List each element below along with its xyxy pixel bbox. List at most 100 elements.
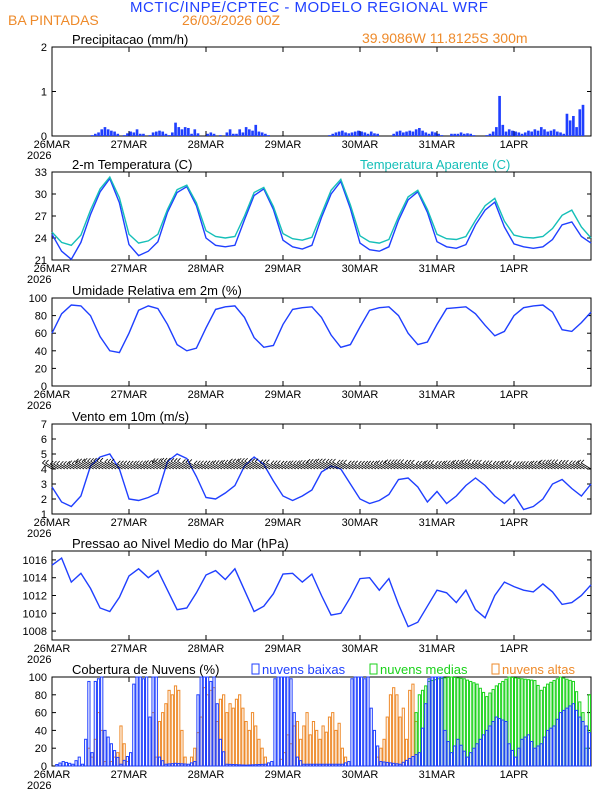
wind-barb-flag xyxy=(387,459,392,463)
wind-barb-flag xyxy=(306,458,311,463)
cloud-bar-low xyxy=(295,756,300,767)
wind-barb-flag xyxy=(501,460,506,464)
temp-y-tick-label: 21 xyxy=(35,255,47,267)
wind-barb xyxy=(306,461,319,470)
cloud-bar-low xyxy=(177,763,181,767)
wind-x-tick-label: 29MAR xyxy=(265,517,302,529)
rh-x-year-label: 2026 xyxy=(27,400,51,412)
cloud-bar-low xyxy=(292,712,296,767)
wind-barb-flag xyxy=(104,458,108,463)
precip-bar xyxy=(552,129,556,136)
cloud-bar-low xyxy=(305,763,309,767)
wind-barb xyxy=(400,462,412,470)
cloud-bar-low xyxy=(202,676,207,767)
wind-barb xyxy=(212,463,223,470)
pressure-x-tick-label: 27MAR xyxy=(111,643,148,655)
wind-barb-flag xyxy=(237,457,242,462)
cloud-bar-high xyxy=(119,725,123,767)
precip-bar xyxy=(187,127,190,136)
cloud-bar-medium xyxy=(465,679,470,767)
precip-x-tick-label: 28MAR xyxy=(188,139,225,151)
temp-x-tick-label: 30MAR xyxy=(342,263,379,275)
wind-barb-flag xyxy=(534,460,538,465)
cloud-bar-low xyxy=(408,757,412,767)
wind-barb xyxy=(313,461,325,470)
wind-y-tick-label: 4 xyxy=(41,464,47,476)
precip-bar xyxy=(485,135,489,136)
cloud-bar-low xyxy=(122,759,126,767)
wind-barb-flag xyxy=(90,457,94,462)
cloud-bar-low xyxy=(116,756,120,767)
wind-barb xyxy=(120,463,130,470)
cloud-bar-high xyxy=(244,721,248,767)
wind-barb xyxy=(148,463,159,470)
wind-barb-flag xyxy=(212,460,217,464)
wind-barb xyxy=(251,461,264,470)
cloud-bar-low xyxy=(254,764,258,767)
wind-barb-flag xyxy=(139,460,143,465)
wind-barb-flag xyxy=(336,459,341,464)
precip-bar xyxy=(138,133,142,136)
precip-bar xyxy=(167,135,171,136)
precip-bar xyxy=(135,129,139,136)
precip-title: Precipitacao (mm/h) xyxy=(72,32,188,47)
wind-barb-flag xyxy=(185,459,189,463)
cloud-bar-high xyxy=(167,689,171,767)
wind-barb-flag xyxy=(310,458,314,463)
precip-bar xyxy=(90,135,94,136)
wind-barb-flag xyxy=(537,460,541,465)
pressure-x-tick-label: 29MAR xyxy=(265,643,302,655)
precip-bar xyxy=(405,131,408,136)
cloud-bar-low xyxy=(247,764,251,767)
wind-barb xyxy=(219,463,229,470)
wind-barb xyxy=(56,463,66,470)
wind-barb-flag xyxy=(319,458,323,463)
wind-barb xyxy=(459,462,470,470)
precip-bar xyxy=(376,133,379,136)
precip-bar xyxy=(501,124,505,136)
cloud-bar-low xyxy=(401,761,405,767)
wind-barb-flag xyxy=(348,460,352,465)
precip-bar xyxy=(440,135,444,136)
wind-barb xyxy=(516,464,524,470)
temp-x-tick-label: 26MAR xyxy=(34,263,71,275)
wind-barb-flag xyxy=(188,459,193,463)
cloud-bar-low xyxy=(472,747,476,767)
cloud-bar-low xyxy=(286,676,290,767)
wind-barb xyxy=(558,462,569,470)
wind-barb-flag xyxy=(467,459,472,463)
wind-barb-flag xyxy=(63,460,67,465)
cloud-bar-high xyxy=(177,689,181,767)
cloud-bar-high xyxy=(305,712,309,767)
wind-barb-flag xyxy=(545,459,550,464)
wind-barb xyxy=(542,462,553,470)
cloud-bar-low xyxy=(199,676,203,767)
wind-barb-flag xyxy=(221,459,226,464)
wind-barb-flag xyxy=(504,460,509,464)
cloud-bar-low xyxy=(456,738,460,767)
cloud-bar-low xyxy=(385,761,389,767)
wind-barb-flag xyxy=(397,459,401,463)
wind-barb-flag xyxy=(315,458,320,463)
cloud-bar-low xyxy=(552,725,556,767)
cloud-bar-low xyxy=(103,729,107,767)
cloud-bar-low xyxy=(334,763,338,767)
cloud-bar-low xyxy=(87,680,91,767)
wind-barb xyxy=(296,463,306,470)
wind-barb-flag xyxy=(53,460,57,465)
cloud-bar-low xyxy=(260,763,264,767)
cloud-bar-high xyxy=(331,712,335,767)
cloud-bar-low xyxy=(71,763,75,767)
cloud-bar-low xyxy=(138,676,142,767)
cloud-bar-low xyxy=(167,763,171,767)
rh-y-tick-label: 100 xyxy=(29,293,47,305)
cloud-bar-low xyxy=(119,763,123,767)
wind-barb xyxy=(215,463,226,470)
wind-barb-flag xyxy=(512,461,517,465)
wind-barb xyxy=(110,461,123,470)
precip-bar xyxy=(472,135,476,136)
wind-title: Vento em 10m (m/s) xyxy=(72,409,189,424)
temp-x-tick-label: 29MAR xyxy=(265,263,302,275)
precip-bar xyxy=(373,133,376,136)
wind-barb-flag xyxy=(219,460,223,464)
